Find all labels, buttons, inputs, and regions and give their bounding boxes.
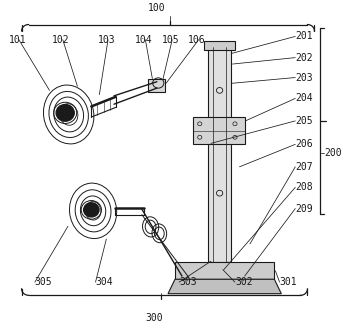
Text: 100: 100 (148, 3, 166, 13)
Text: 200: 200 (324, 148, 342, 158)
Text: 203: 203 (295, 73, 313, 82)
Text: 105: 105 (162, 35, 180, 45)
Text: 205: 205 (295, 116, 313, 126)
Bar (208, 47, 231, 262)
Text: 301: 301 (280, 277, 297, 287)
Text: 201: 201 (295, 31, 313, 41)
Circle shape (56, 105, 74, 121)
Text: 106: 106 (188, 35, 206, 45)
Text: 302: 302 (235, 277, 253, 287)
Text: 303: 303 (179, 277, 197, 287)
Bar (204, 41, 235, 50)
Text: 300: 300 (145, 313, 163, 323)
Text: 304: 304 (96, 277, 113, 287)
Text: 202: 202 (295, 52, 313, 63)
Text: 207: 207 (295, 162, 313, 172)
Text: 104: 104 (135, 35, 153, 45)
Text: 103: 103 (98, 35, 115, 45)
Text: 102: 102 (52, 35, 70, 45)
Polygon shape (168, 279, 281, 294)
Text: 208: 208 (295, 182, 313, 192)
Bar (175, 261, 274, 279)
Text: 305: 305 (35, 277, 52, 287)
Text: 204: 204 (295, 94, 313, 103)
Bar (148, 79, 165, 92)
Text: 209: 209 (295, 203, 313, 214)
Text: 206: 206 (295, 139, 313, 149)
Text: 101: 101 (8, 35, 26, 45)
Bar (194, 117, 245, 144)
Circle shape (84, 203, 99, 217)
